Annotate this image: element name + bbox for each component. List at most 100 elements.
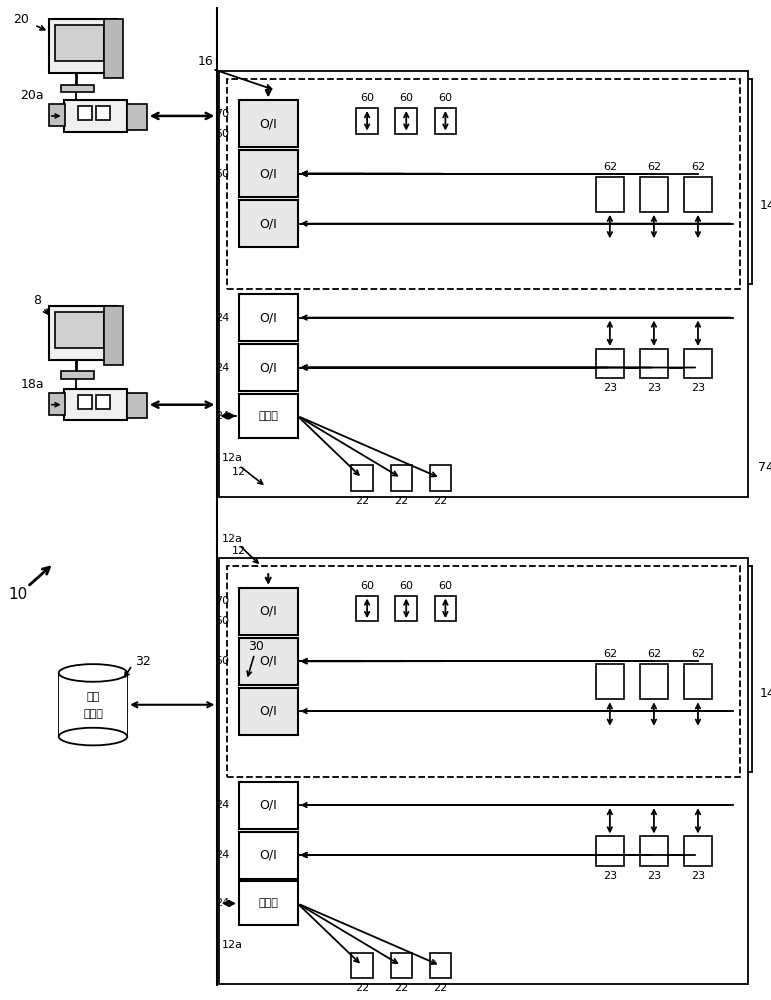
- Bar: [227, 566, 740, 777]
- Text: 器傳驛: 器傳驛: [258, 898, 278, 908]
- Bar: [356, 108, 378, 134]
- Bar: [239, 200, 298, 247]
- Text: 50: 50: [215, 656, 229, 666]
- Text: 24: 24: [215, 800, 229, 810]
- Text: 22: 22: [433, 983, 448, 993]
- Text: 60: 60: [360, 581, 374, 591]
- Text: 16: 16: [197, 55, 214, 68]
- Bar: [352, 465, 373, 491]
- Bar: [396, 108, 417, 134]
- Bar: [239, 100, 298, 147]
- Text: 50: 50: [215, 616, 229, 626]
- Bar: [356, 596, 378, 621]
- Bar: [239, 394, 298, 438]
- Text: 12a: 12a: [222, 940, 243, 950]
- Text: 62: 62: [603, 162, 617, 172]
- Text: 62: 62: [647, 649, 661, 659]
- Text: O/I: O/I: [259, 849, 277, 862]
- Text: O/I: O/I: [259, 117, 277, 130]
- Text: 60: 60: [439, 581, 453, 591]
- Bar: [127, 104, 146, 130]
- Bar: [49, 306, 117, 360]
- Text: 24: 24: [215, 313, 229, 323]
- Bar: [239, 832, 298, 879]
- Bar: [64, 389, 127, 420]
- Bar: [684, 177, 712, 212]
- Text: 24: 24: [215, 411, 229, 421]
- Text: 23: 23: [691, 383, 705, 393]
- Bar: [640, 177, 668, 212]
- Text: O/I: O/I: [259, 655, 277, 668]
- Text: O/I: O/I: [259, 705, 277, 718]
- Bar: [61, 85, 94, 92]
- Bar: [219, 558, 748, 984]
- Text: 数据库: 数据库: [83, 709, 103, 719]
- Text: 8: 8: [33, 294, 41, 307]
- Bar: [59, 673, 127, 737]
- Bar: [104, 306, 123, 365]
- Bar: [684, 664, 712, 699]
- Text: 24: 24: [215, 898, 229, 908]
- Ellipse shape: [59, 664, 127, 682]
- Bar: [429, 465, 451, 491]
- Ellipse shape: [59, 728, 127, 745]
- Text: 60: 60: [360, 93, 374, 103]
- Text: 23: 23: [647, 383, 661, 393]
- Text: 12: 12: [232, 467, 246, 477]
- Text: 12a: 12a: [222, 453, 243, 463]
- Text: 50: 50: [215, 129, 229, 139]
- Text: 14: 14: [759, 199, 771, 212]
- Text: O/I: O/I: [259, 167, 277, 180]
- Text: 62: 62: [691, 162, 705, 172]
- Bar: [79, 106, 92, 120]
- Bar: [429, 953, 451, 978]
- Text: 62: 62: [691, 649, 705, 659]
- Text: 18a: 18a: [20, 378, 44, 391]
- Bar: [684, 349, 712, 378]
- Bar: [239, 688, 298, 735]
- Bar: [239, 638, 298, 685]
- Text: 12: 12: [232, 546, 246, 556]
- Bar: [219, 71, 748, 497]
- Bar: [640, 664, 668, 699]
- Bar: [96, 106, 109, 120]
- Text: 24: 24: [215, 850, 229, 860]
- Text: 30: 30: [248, 640, 264, 653]
- Text: 70: 70: [215, 109, 229, 119]
- Bar: [684, 836, 712, 866]
- Bar: [596, 836, 624, 866]
- Text: O/I: O/I: [259, 799, 277, 812]
- Text: 22: 22: [394, 983, 409, 993]
- Text: O/I: O/I: [259, 361, 277, 374]
- Text: 23: 23: [647, 871, 661, 881]
- Text: 22: 22: [355, 983, 369, 993]
- Bar: [239, 294, 298, 341]
- Bar: [239, 344, 298, 391]
- Text: 60: 60: [439, 93, 453, 103]
- Bar: [391, 465, 412, 491]
- Bar: [49, 104, 65, 126]
- Text: 配置: 配置: [86, 692, 99, 702]
- Text: 20: 20: [13, 13, 29, 26]
- Text: 62: 62: [647, 162, 661, 172]
- Bar: [79, 395, 92, 409]
- Bar: [55, 25, 104, 61]
- Text: 23: 23: [603, 871, 617, 881]
- Bar: [227, 79, 740, 289]
- Text: 62: 62: [603, 649, 617, 659]
- Text: 70: 70: [215, 596, 229, 606]
- Bar: [61, 371, 94, 379]
- Text: 74: 74: [758, 461, 771, 474]
- Bar: [596, 664, 624, 699]
- Text: 22: 22: [394, 496, 409, 506]
- Bar: [239, 782, 298, 829]
- Text: 22: 22: [433, 496, 448, 506]
- Bar: [596, 177, 624, 212]
- Text: 20a: 20a: [20, 89, 44, 102]
- Bar: [96, 395, 109, 409]
- Bar: [64, 100, 127, 132]
- Bar: [104, 19, 123, 78]
- Bar: [435, 108, 456, 134]
- Bar: [596, 349, 624, 378]
- Text: O/I: O/I: [259, 217, 277, 230]
